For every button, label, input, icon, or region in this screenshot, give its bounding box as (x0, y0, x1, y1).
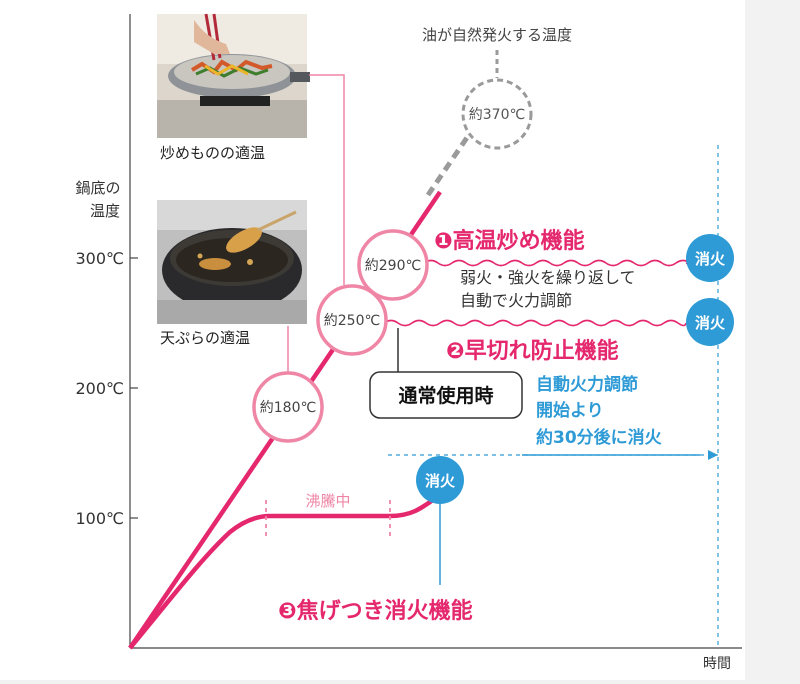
stir-fry-caption: 炒めものの適温 (160, 144, 265, 162)
early-cut-wave (383, 319, 687, 327)
tempura-caption: 天ぷらの適温 (160, 329, 250, 347)
stir-fry-pan-photo (157, 13, 310, 138)
bubble-290: 約290℃ (357, 229, 429, 301)
normal-use-box (369, 371, 523, 419)
feature1-desc-2: 自動で火力調節 (460, 291, 572, 310)
bubble-250: 約250℃ (316, 284, 388, 356)
bubble-180: 約180℃ (252, 371, 324, 443)
off-badge-early-label: 消火 (695, 314, 726, 332)
x-axis-label: 時間 (703, 656, 731, 672)
off-badge-high: 消火 (686, 234, 734, 282)
bubble-370: 約370℃ (461, 78, 533, 150)
feature3-label: ❸焦げつき消火機能 (278, 598, 473, 624)
boil-arrow-head (708, 450, 718, 460)
bubble-180-label: 約180℃ (260, 400, 316, 416)
off-badge-high-label: 消火 (695, 250, 726, 268)
off-badge-boil: 消火 (416, 456, 464, 504)
y-tick-label-100: 100℃ (75, 509, 124, 528)
high-heat-wave (423, 259, 694, 267)
y-axis-label-line1: 鍋底の (75, 179, 120, 197)
auto-line-2: 開始より (536, 400, 604, 421)
normal-use-label: 通常使用時 (398, 384, 493, 407)
bubble-370-label: 約370℃ (469, 107, 525, 123)
ignition-label: 油が自然発火する温度 (422, 26, 572, 44)
auto-line-1: 自動火力調節 (536, 374, 638, 395)
auto-line-3: 約30分後に消火 (536, 427, 663, 448)
y-ticks: 100℃ 200℃ 300℃ (75, 249, 138, 528)
boiling-label: 沸騰中 (305, 492, 350, 510)
feature1-label: ❶高温炒め機能 (434, 228, 585, 254)
stirfry-connector (309, 74, 345, 285)
feature1-desc-1: 弱火・強火を繰り返して (460, 268, 636, 287)
y-tick-label-200: 200℃ (75, 379, 124, 398)
ignition-dashed-line (425, 90, 501, 197)
bubble-290-label: 約290℃ (365, 258, 421, 274)
bubble-250-label: 約250℃ (324, 313, 380, 329)
off-badge-boil-label: 消火 (425, 472, 456, 490)
tempura-pot-photo (157, 200, 307, 324)
feature2-label: ❷早切れ防止機能 (446, 338, 619, 364)
y-axis-label-line2: 温度 (90, 202, 120, 220)
y-tick-label-300: 300℃ (75, 249, 124, 268)
boiling-curve (128, 493, 442, 650)
off-badge-early: 消火 (686, 298, 734, 346)
